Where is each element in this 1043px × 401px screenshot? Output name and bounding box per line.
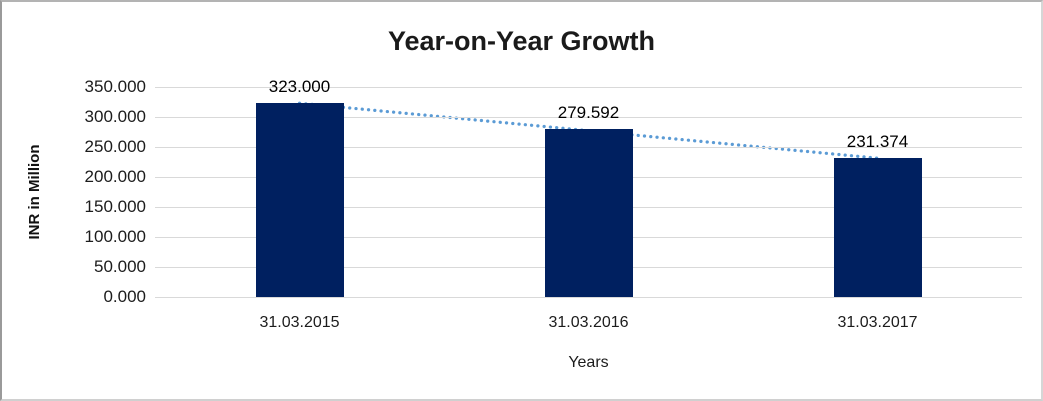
bar-value-label: 231.374 <box>846 132 909 152</box>
x-tick-label: 31.03.2016 <box>548 314 629 331</box>
y-tick-label: 0.000 <box>103 287 146 306</box>
x-axis-title: Years <box>568 354 609 371</box>
gridline <box>155 296 1022 298</box>
bar-31.03.2016 <box>544 129 633 297</box>
plot-area <box>155 86 1022 298</box>
y-tick-label: 250.000 <box>84 137 146 156</box>
bar-31.03.2017 <box>833 158 922 297</box>
bar-31.03.2015 <box>255 103 344 297</box>
bar-value-label: 279.592 <box>557 103 620 123</box>
y-tick-label: 50.000 <box>94 257 146 276</box>
gridline <box>155 86 1022 88</box>
gridline <box>155 116 1022 118</box>
y-tick-label: 150.000 <box>84 197 146 216</box>
y-tick-label: 350.000 <box>84 77 146 96</box>
y-tick-label: 200.000 <box>84 167 146 186</box>
chart-title: Year-on-Year Growth <box>387 26 656 56</box>
x-tick-label: 31.03.2017 <box>837 314 918 331</box>
y-tick-label: 300.000 <box>84 107 146 126</box>
bar-value-label: 323.000 <box>268 77 331 97</box>
x-tick-label: 31.03.2015 <box>259 314 340 331</box>
y-axis-title-text: INR in Million <box>26 144 43 240</box>
y-tick-label: 100.000 <box>84 227 146 246</box>
